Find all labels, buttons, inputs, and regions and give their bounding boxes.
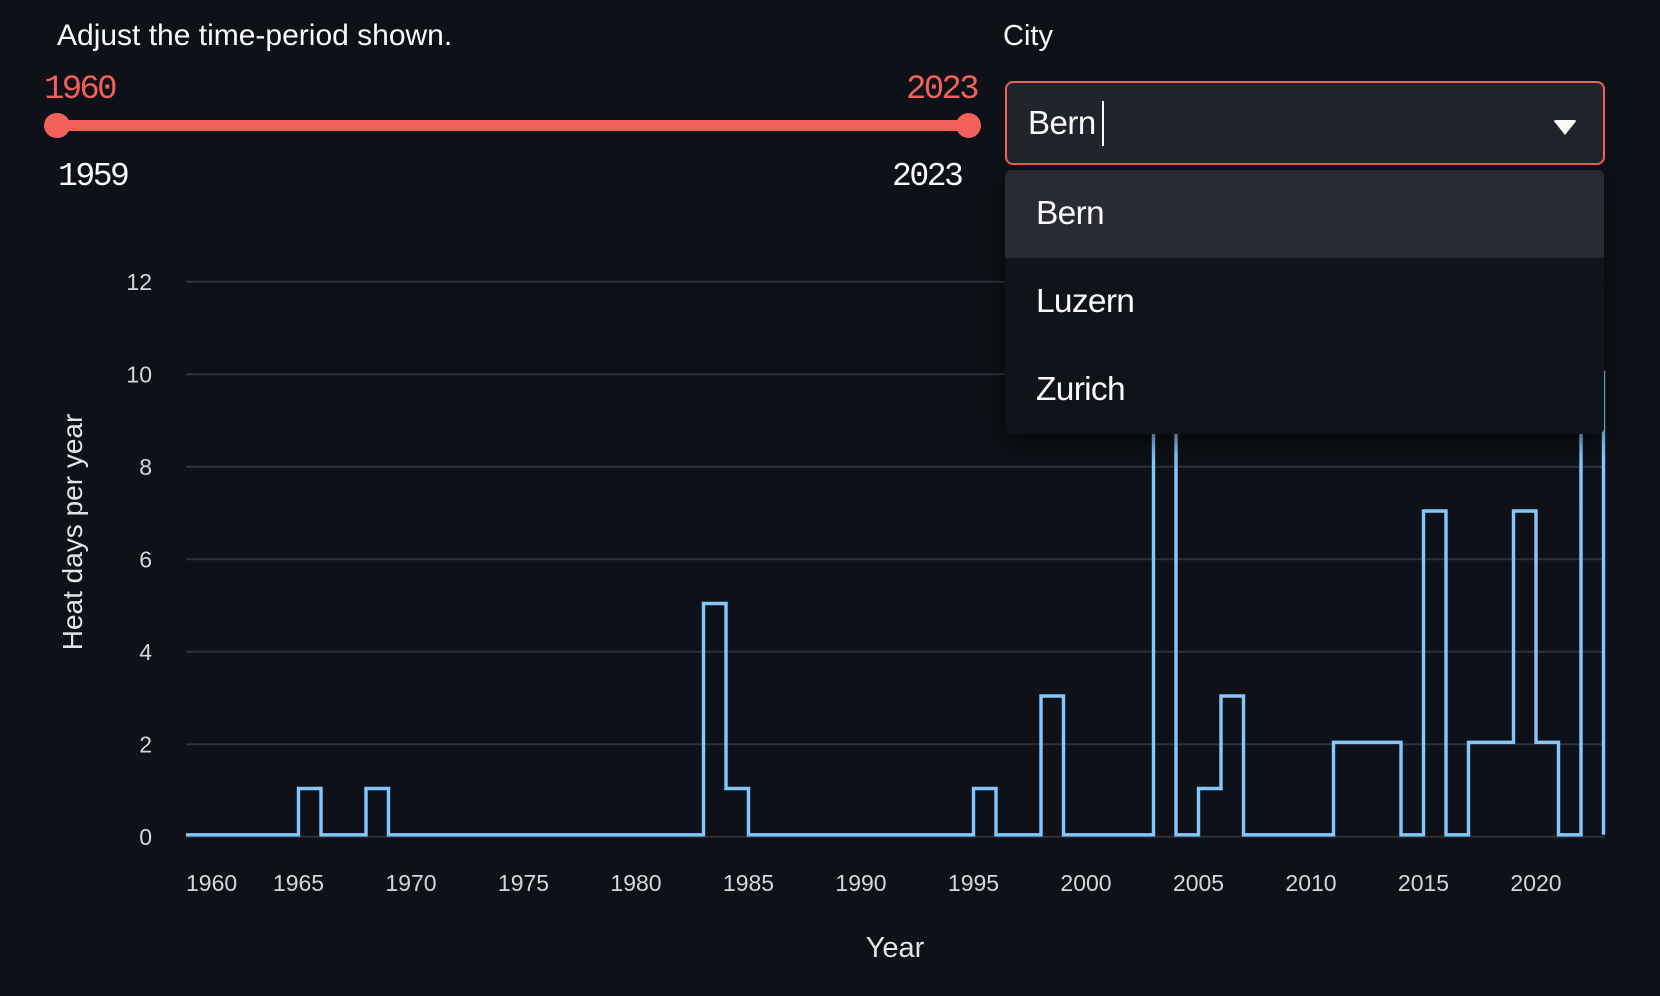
svg-text:1990: 1990 bbox=[835, 870, 886, 896]
svg-text:10: 10 bbox=[126, 361, 152, 387]
svg-text:1980: 1980 bbox=[610, 870, 661, 896]
svg-text:Year: Year bbox=[866, 932, 925, 964]
svg-text:1970: 1970 bbox=[385, 870, 436, 896]
svg-text:6: 6 bbox=[139, 546, 152, 572]
svg-text:2020: 2020 bbox=[1510, 870, 1561, 896]
svg-text:1985: 1985 bbox=[723, 870, 774, 896]
svg-text:1975: 1975 bbox=[498, 870, 549, 896]
svg-text:0: 0 bbox=[139, 824, 152, 850]
svg-text:2005: 2005 bbox=[1173, 870, 1224, 896]
svg-text:2015: 2015 bbox=[1398, 870, 1449, 896]
svg-text:1965: 1965 bbox=[273, 870, 324, 896]
svg-text:1960: 1960 bbox=[186, 870, 237, 896]
svg-text:2: 2 bbox=[139, 731, 152, 757]
svg-text:12: 12 bbox=[126, 269, 152, 295]
svg-text:4: 4 bbox=[139, 639, 152, 665]
svg-text:Heat days per year: Heat days per year bbox=[57, 414, 88, 651]
svg-text:2000: 2000 bbox=[1060, 870, 1111, 896]
svg-text:1995: 1995 bbox=[948, 870, 999, 896]
svg-text:8: 8 bbox=[139, 454, 152, 480]
svg-text:2010: 2010 bbox=[1285, 870, 1336, 896]
